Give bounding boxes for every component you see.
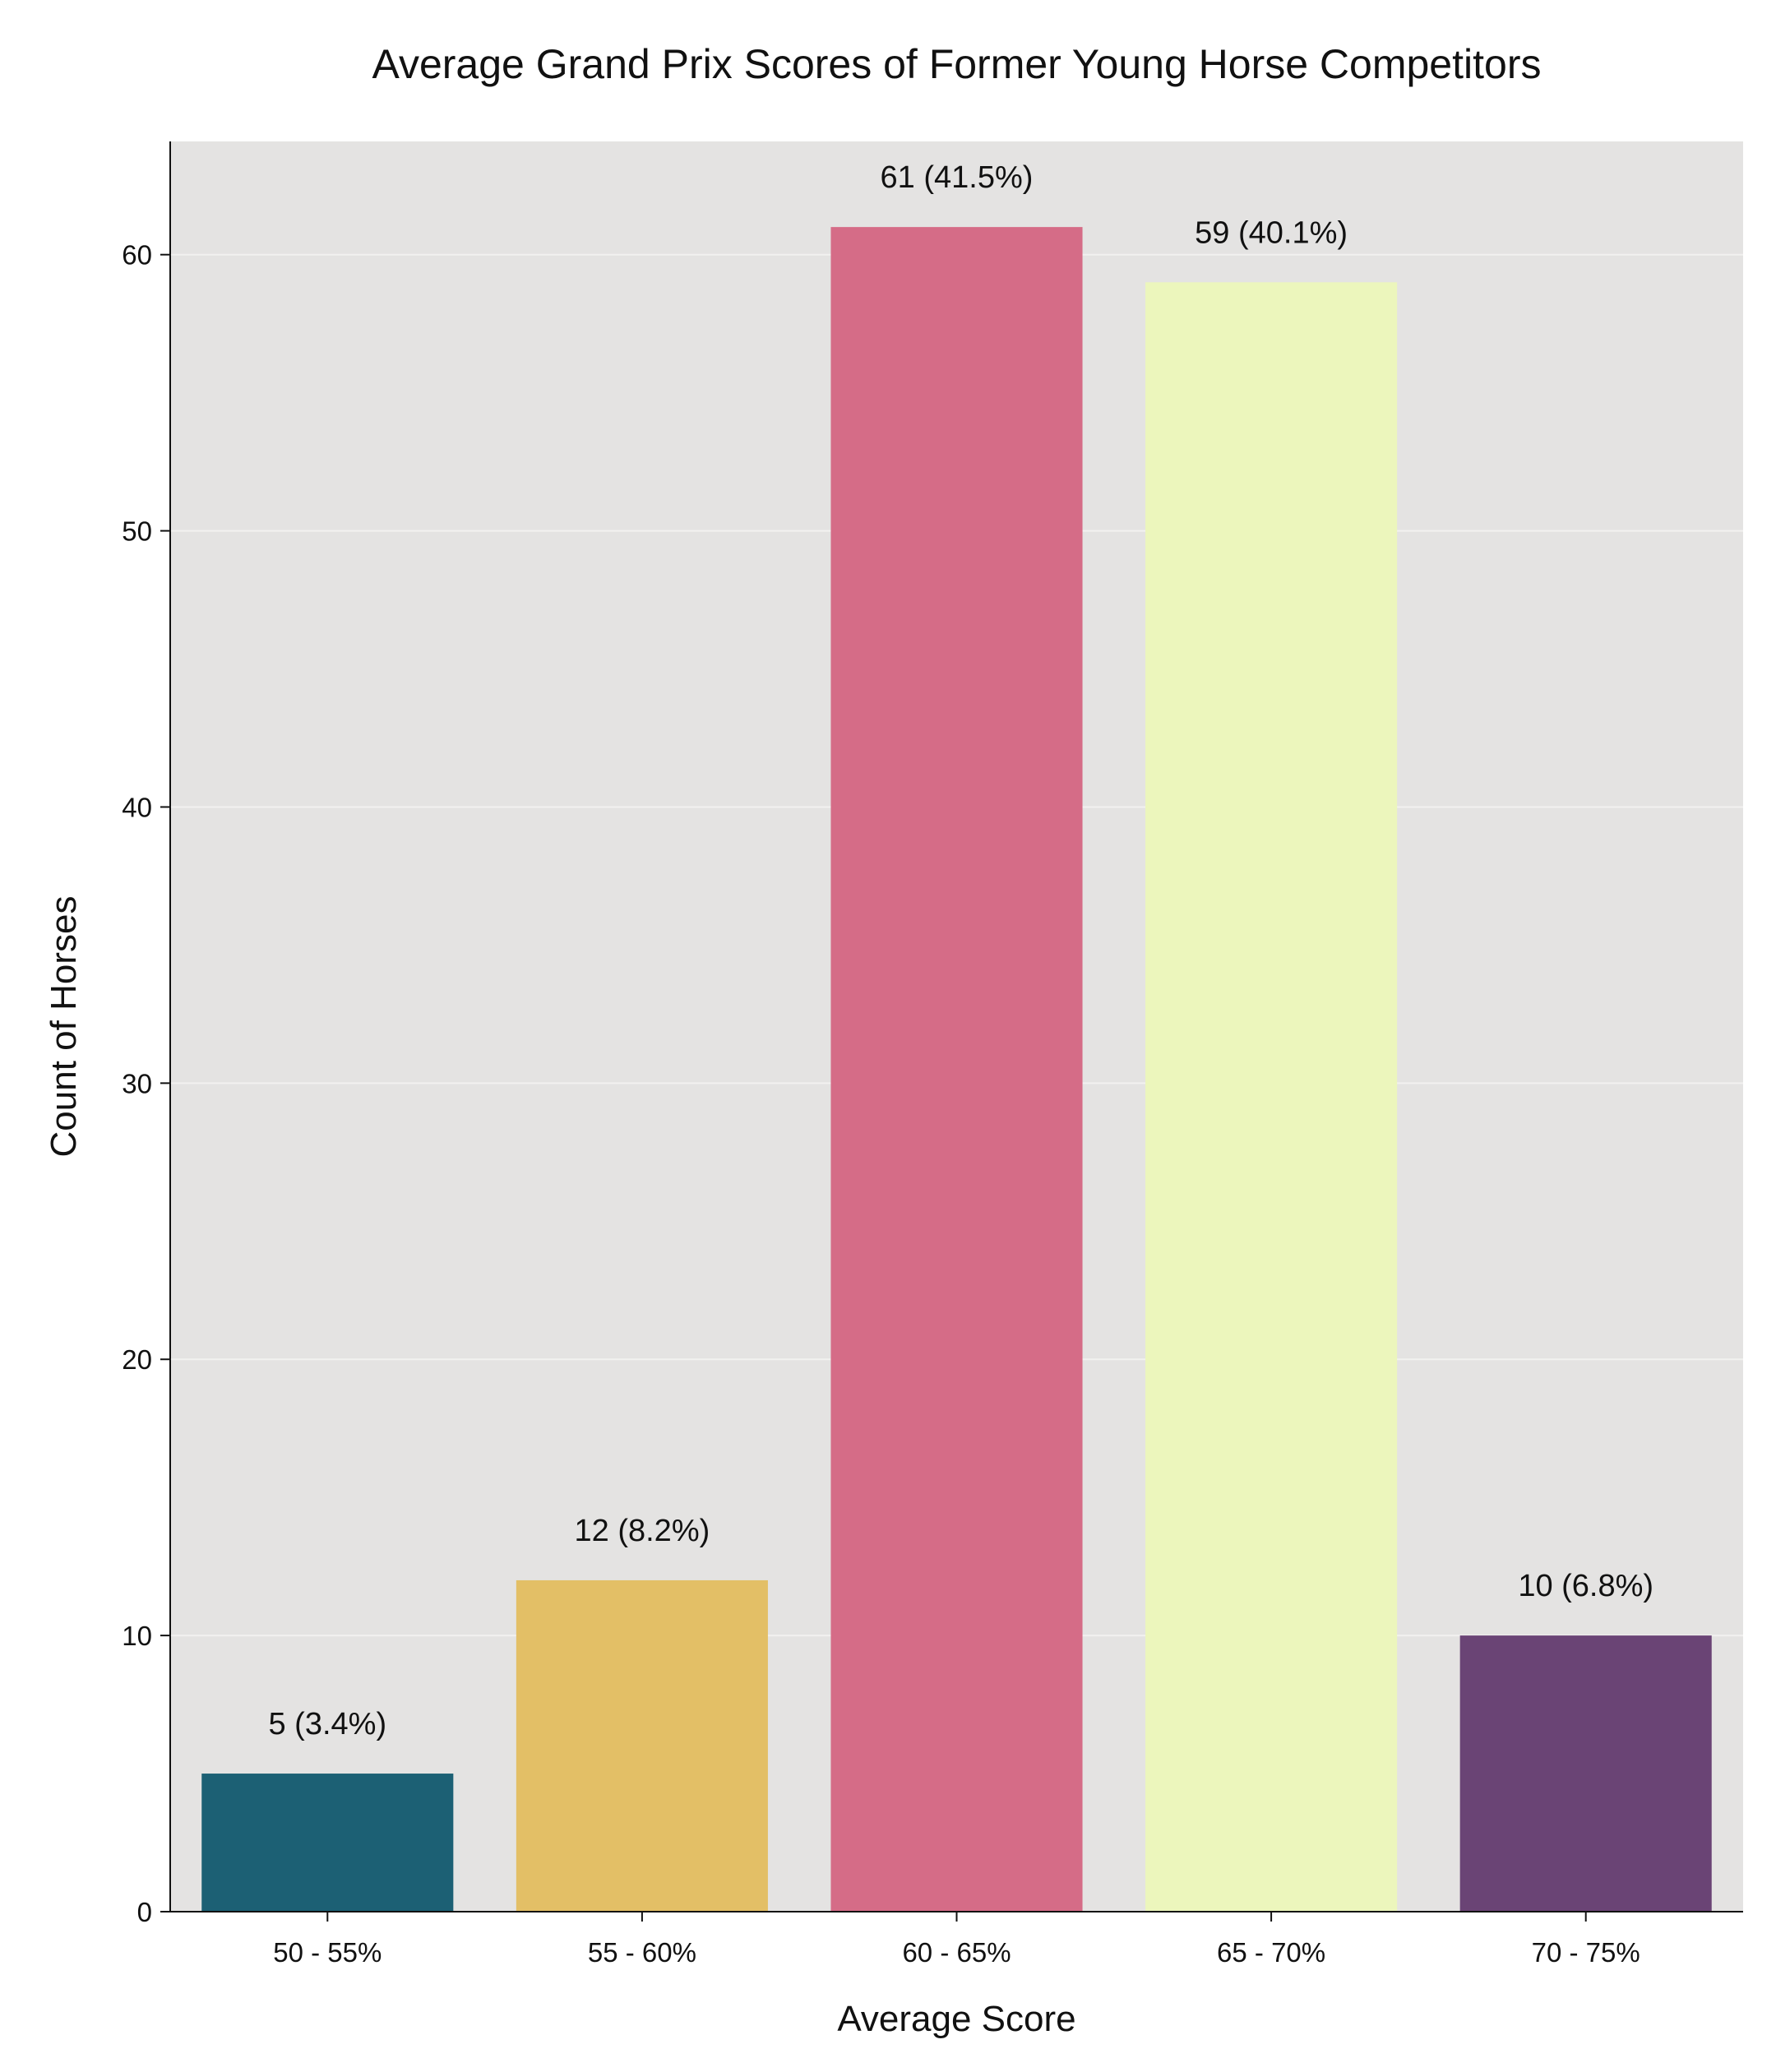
y-tick-label: 40 [122, 792, 152, 822]
y-tick-label: 0 [137, 1897, 152, 1927]
bar [516, 1579, 768, 1912]
bar-data-labels: 5 (3.4%) 12 (8.2%) 61 (41.5%) 59 (40.1%) 10 … [268, 160, 1653, 1741]
y-axis-ticks: 0 10 20 30 40 50 60 [122, 240, 170, 1927]
y-tick-label: 30 [122, 1068, 152, 1098]
bars [201, 227, 1712, 1912]
y-axis-label: Count of Horses [44, 896, 84, 1158]
y-tick-label: 10 [122, 1621, 152, 1651]
x-tick-label: 70 - 75% [1532, 1937, 1640, 1968]
bar-data-label: 10 (6.8%) [1518, 1569, 1653, 1603]
x-axis-ticks: 50 - 55% 55 - 60% 60 - 65% 65 - 70% 70 - 75% [273, 1912, 1640, 1968]
y-tick-label: 60 [122, 240, 152, 271]
bar [1459, 1635, 1712, 1912]
bar-data-label: 12 (8.2%) [575, 1514, 710, 1548]
x-axis-label: Average Score [837, 1999, 1075, 2039]
bar-data-label: 5 (3.4%) [268, 1707, 386, 1741]
chart-title: Average Grand Prix Scores of Former Youn… [372, 41, 1542, 87]
y-tick-label: 20 [122, 1344, 152, 1375]
x-tick-label: 60 - 65% [902, 1937, 1011, 1968]
bar [201, 1774, 454, 1912]
x-tick-label: 55 - 60% [588, 1937, 696, 1968]
bar-data-label: 61 (41.5%) [881, 160, 1034, 195]
bar-data-label: 59 (40.1%) [1195, 215, 1348, 250]
y-tick-label: 50 [122, 516, 152, 547]
x-tick-label: 50 - 55% [273, 1937, 382, 1968]
x-tick-label: 65 - 70% [1217, 1937, 1325, 1968]
bar [830, 227, 1083, 1912]
bar [1145, 282, 1398, 1912]
